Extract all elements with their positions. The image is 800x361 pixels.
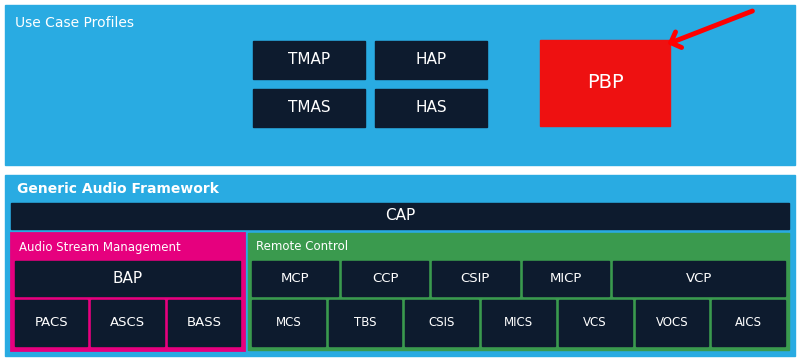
- Bar: [168, 300, 240, 346]
- Bar: [712, 300, 785, 346]
- Text: AICS: AICS: [735, 317, 762, 330]
- Bar: [482, 300, 555, 346]
- Bar: [375, 41, 487, 79]
- Text: MICS: MICS: [504, 317, 533, 330]
- Bar: [522, 261, 609, 296]
- Bar: [11, 203, 789, 229]
- Bar: [375, 89, 487, 127]
- Text: TMAP: TMAP: [288, 52, 330, 68]
- Bar: [15, 261, 240, 296]
- Text: MICP: MICP: [550, 272, 582, 285]
- Text: CAP: CAP: [385, 209, 415, 223]
- Text: TMAS: TMAS: [288, 100, 330, 116]
- Text: VOCS: VOCS: [656, 317, 688, 330]
- Bar: [5, 175, 795, 356]
- Bar: [342, 261, 428, 296]
- Text: TBS: TBS: [354, 317, 376, 330]
- Text: HAP: HAP: [415, 52, 446, 68]
- Bar: [11, 233, 244, 350]
- Bar: [635, 300, 708, 346]
- Bar: [559, 300, 631, 346]
- Bar: [91, 300, 164, 346]
- Text: CSIS: CSIS: [429, 317, 455, 330]
- Bar: [252, 261, 338, 296]
- Text: BASS: BASS: [186, 317, 222, 330]
- Bar: [252, 300, 325, 346]
- Text: Audio Stream Management: Audio Stream Management: [19, 240, 181, 253]
- Text: BAP: BAP: [113, 271, 142, 286]
- Bar: [432, 261, 518, 296]
- Bar: [613, 261, 785, 296]
- Text: CSIP: CSIP: [461, 272, 490, 285]
- Text: Generic Audio Framework: Generic Audio Framework: [17, 182, 219, 196]
- Text: VCS: VCS: [583, 317, 607, 330]
- Text: PBP: PBP: [586, 74, 623, 92]
- Bar: [406, 300, 478, 346]
- Bar: [540, 40, 670, 126]
- Bar: [253, 41, 365, 79]
- Text: ASCS: ASCS: [110, 317, 145, 330]
- Bar: [329, 300, 402, 346]
- Text: HAS: HAS: [415, 100, 447, 116]
- Text: MCP: MCP: [281, 272, 310, 285]
- Bar: [15, 300, 87, 346]
- Text: VCP: VCP: [686, 272, 712, 285]
- Text: PACS: PACS: [34, 317, 68, 330]
- Text: Remote Control: Remote Control: [256, 240, 348, 253]
- Bar: [253, 89, 365, 127]
- Text: CCP: CCP: [372, 272, 398, 285]
- Text: MCS: MCS: [275, 317, 302, 330]
- Bar: [5, 5, 795, 165]
- Text: Use Case Profiles: Use Case Profiles: [15, 16, 134, 30]
- Bar: [248, 233, 789, 350]
